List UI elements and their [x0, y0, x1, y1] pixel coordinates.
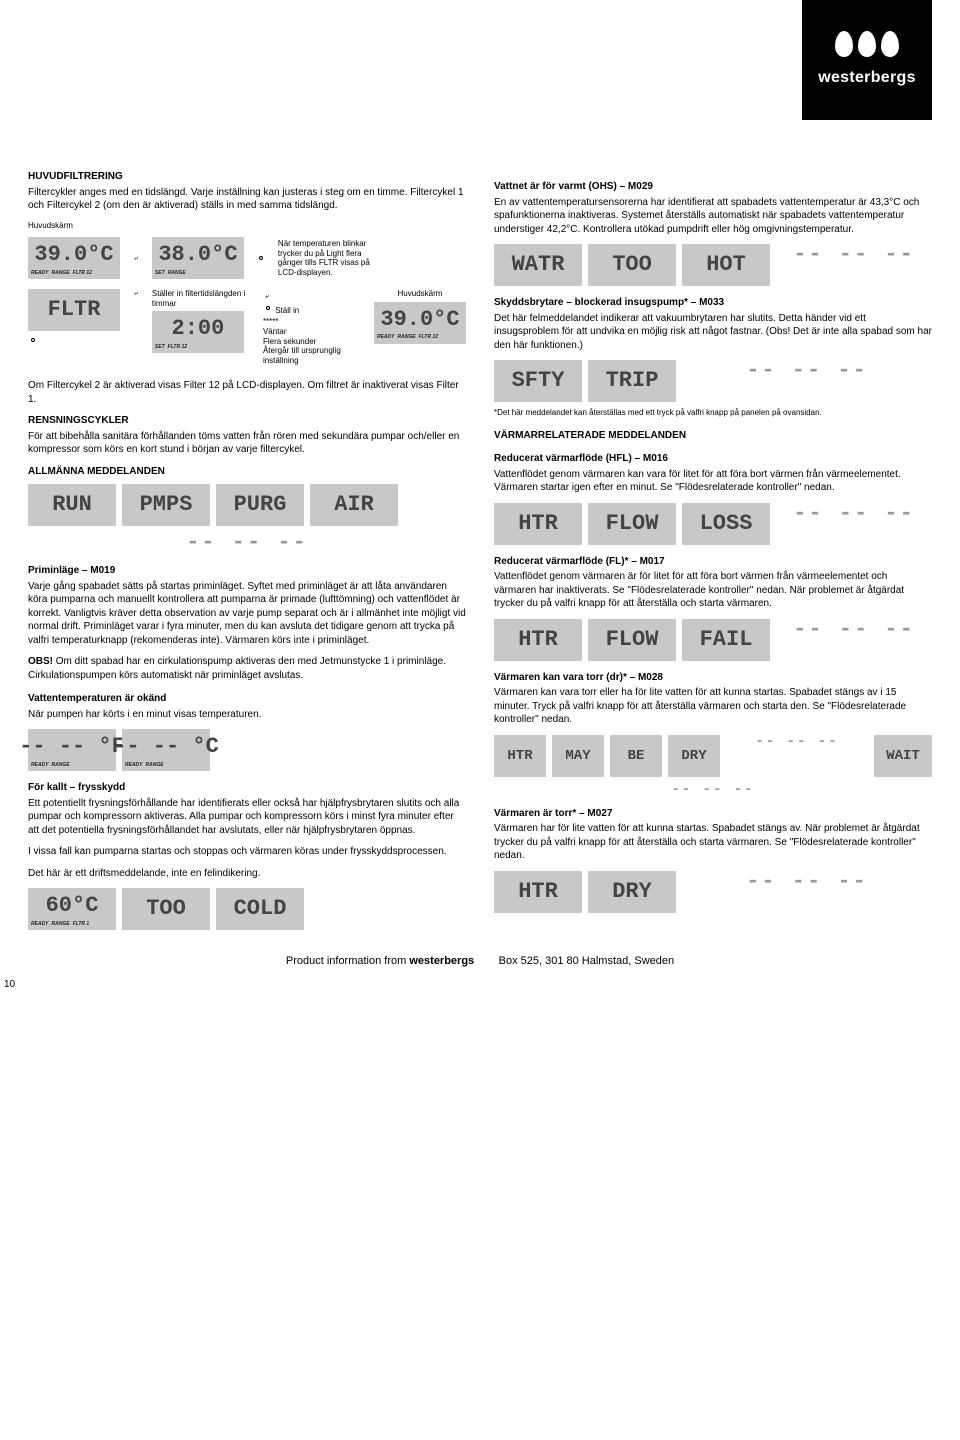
lcd-value: 39.0°C [377, 305, 463, 334]
rensning-text: För att bibehålla sanitära förhållanden … [28, 430, 466, 457]
lcd-watr-too-hot: WATR TOO HOT -- -- -- [494, 244, 932, 286]
lcd-htr-dry: HTR DRY -- -- -- [494, 871, 932, 913]
lcd-htr-flow-fail: HTR FLOW FAIL -- -- -- [494, 619, 932, 661]
m027-text: Värmaren har för lite vatten för att kun… [494, 822, 932, 863]
varm-heading: VÄRMARRELATERADE MEDDELANDEN [494, 429, 932, 443]
kallt-p1: Ett potentiellt frysningsförhållande har… [28, 797, 466, 838]
priming-p2: OBS! OBS! Om ditt spabad har en cirkulat… [28, 655, 466, 682]
m017-heading: Reducerat värmarflöde (FL)* – M017 [494, 555, 932, 569]
brand-logo: westerbergs [802, 0, 932, 120]
lcd-run-pmps-purg-air: RUN PMPS PURG AIR -- -- -- [28, 484, 466, 554]
m028-heading: Värmaren kan vara torr (dr)* – M028 [494, 671, 932, 685]
lcd-sfty-trip: SFTY TRIP -- -- -- [494, 360, 932, 402]
ohs-heading: Vattnet är för varmt (OHS) – M029 [494, 180, 932, 194]
lcd-value: FLTR [31, 292, 117, 328]
rensning-heading: RENSNINGSCYKLER [28, 414, 466, 428]
footer-brand: westerbergs [409, 955, 474, 967]
press-icon: ⤶ [134, 289, 138, 298]
vtemp-heading: Vattentemperaturen är okänd [28, 692, 466, 706]
m016-heading: Reducerat värmarflöde (HFL) – M016 [494, 452, 932, 466]
kallt-p3: Det här är ett driftsmeddelande, inte en… [28, 867, 466, 881]
ohs-text: En av vattentemperatursensorerna har ide… [494, 196, 932, 237]
lcd-main-390: 39.0°C READY RANGE FLTR 12 [28, 237, 120, 279]
vtemp-text: När pumpen har körts i en minut visas te… [28, 708, 466, 722]
lcd-too-cold: 60°C READYRANGEFLTR 1 TOO COLD [28, 888, 466, 930]
m016-text: Vattenflödet genom värmaren kan vara för… [494, 468, 932, 495]
press-icon: ⤶ [134, 254, 138, 263]
press-icon: ⤶ [265, 292, 269, 301]
anno-blinkar: När temperaturen blinkar trycker du på L… [278, 239, 388, 277]
brand-name: westerbergs [818, 67, 916, 89]
kallt-p2: I vissa fall kan pumparna startas och st… [28, 845, 466, 859]
m017-text: Vattenflödet genom värmaren är för litet… [494, 570, 932, 611]
allmanna-heading: ALLMÄNNA MEDDELANDEN [28, 465, 466, 479]
anno-stars: ***** [263, 317, 362, 327]
huvudfiltrering-text: Filtercykler anges med en tidslängd. Var… [28, 186, 466, 213]
lcd-value: 2:00 [155, 314, 241, 343]
footer-prod: Product information from [286, 955, 410, 967]
m033-text: Det här felmeddelandet indikerar att vak… [494, 312, 932, 353]
priming-p1: Varje gång spabadet sätts på startas pri… [28, 580, 466, 648]
lcd-set-380: 38.0°C SET RANGE [152, 237, 244, 279]
light-icon [28, 335, 38, 345]
filter-diagram: 39.0°C READY RANGE FLTR 12 ⤶ 38.0°C SET … [28, 237, 466, 365]
filtercykel2-note: Om Filtercykel 2 är aktiverad visas Filt… [28, 379, 466, 406]
lcd-return-390: 39.0°C READY RANGE FLTR 12 [374, 302, 466, 344]
priming-heading: Priminläge – M019 [28, 564, 466, 578]
reset-note: *Det här meddelandet kan återställas med… [494, 408, 932, 419]
lcd-fltr: FLTR [28, 289, 120, 331]
m033-heading: Skyddsbrytare – blockerad insugspump* – … [494, 296, 932, 310]
anno-stall-in: Ställ in [263, 303, 362, 316]
anno-vantar: Väntar Flera sekunder Återgår till urspr… [263, 327, 362, 365]
left-column: HUVUDFILTRERING Filtercykler anges med e… [28, 170, 466, 936]
lcd-htr-flow-loss: HTR FLOW LOSS -- -- -- [494, 503, 932, 545]
page-number: 10 [4, 978, 15, 992]
huvudskarm-label-1: Huvudskärm [28, 221, 466, 232]
footer-addr: Box 525, 301 80 Halmstad, Sweden [499, 955, 675, 967]
lcd-value: 38.0°C [155, 240, 241, 269]
footer: Product information from westerbergs Box… [28, 954, 932, 969]
anno-staller: Ställer in filtertidslängden i timmar [152, 289, 251, 308]
right-column: Vattnet är för varmt (OHS) – M029 En av … [494, 170, 932, 936]
lcd-time: 2:00 SET FLTR 12 [152, 311, 244, 353]
m028-text: Värmaren kan vara torr eller ha för lite… [494, 686, 932, 727]
huvudskarm-label-2: Huvudskärm [374, 289, 466, 299]
lcd-htr-may-be-dry-wait: HTR MAY BE DRY -- -- -- WAIT -- -- -- [494, 735, 932, 797]
huvudfiltrering-heading: HUVUDFILTRERING [28, 170, 466, 184]
lcd-unknown-temp: -- -- °F READYRANGE -- -- °C READYRANGE [28, 729, 466, 771]
light-icon [256, 253, 266, 263]
kallt-heading: För kallt – frysskydd [28, 781, 466, 795]
logo-drops-icon [835, 31, 899, 57]
m027-heading: Värmaren är torr* – M027 [494, 807, 932, 821]
lcd-value: 39.0°C [31, 240, 117, 269]
